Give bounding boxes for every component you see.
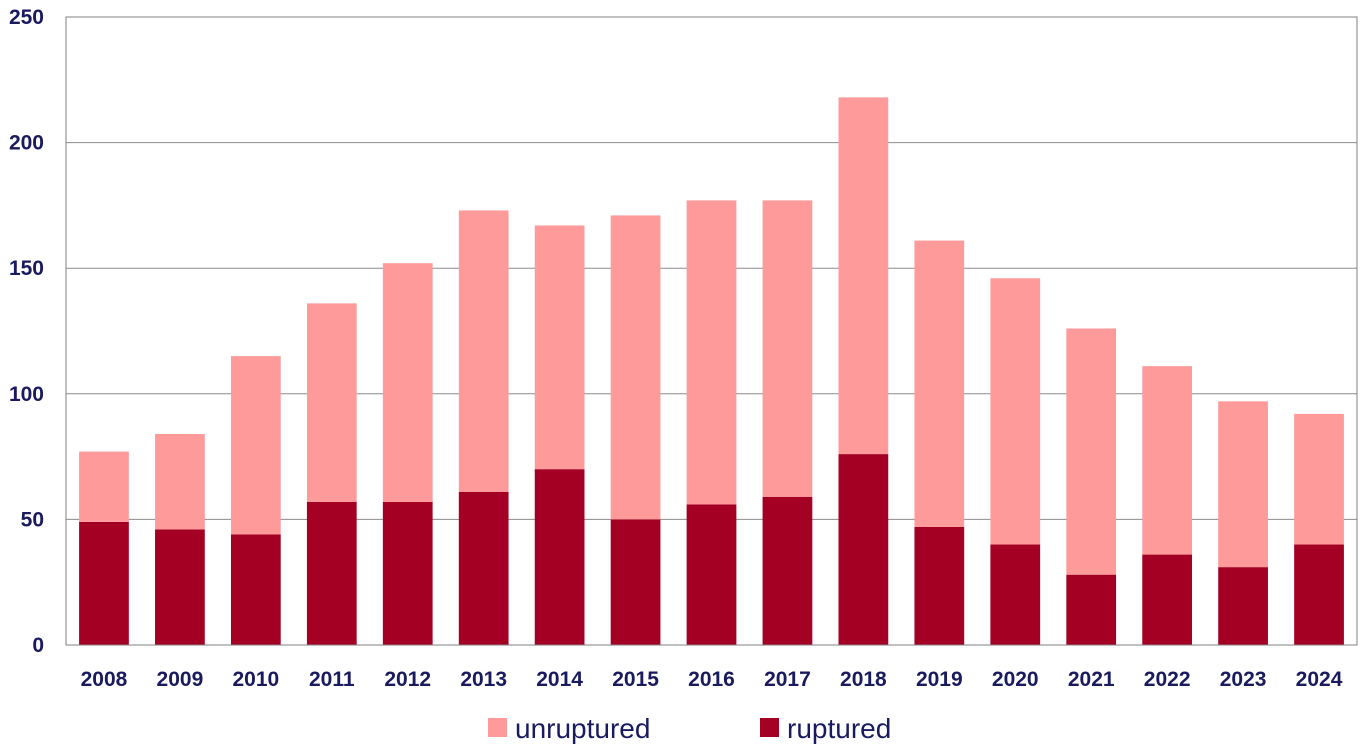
x-tick-label: 2010 — [232, 668, 279, 691]
x-tick-label: 2017 — [764, 668, 811, 691]
y-tick-label: 0 — [32, 634, 44, 657]
bar-ruptured-2024 — [1294, 544, 1344, 645]
bars — [79, 97, 1344, 645]
bar-unruptured-2017 — [762, 200, 813, 497]
bar-ruptured-2016 — [686, 504, 737, 645]
x-tick-label: 2018 — [840, 668, 887, 691]
y-tick-label: 250 — [9, 6, 44, 29]
x-tick-label: 2011 — [309, 668, 355, 691]
bar-ruptured-2022 — [1142, 554, 1193, 645]
bar-ruptured-2020 — [990, 544, 1041, 645]
bar-unruptured-2012 — [382, 263, 433, 502]
bar-unruptured-2015 — [610, 215, 661, 520]
x-tick-label: 2019 — [916, 668, 963, 691]
bar-unruptured-2013 — [458, 210, 509, 492]
bar-ruptured-2018 — [838, 454, 889, 645]
x-axis-tick-labels: 2008 2009 2010 2011 2012 2013 2014 2015 2016 2017… — [81, 668, 1343, 691]
bar-unruptured-2014 — [534, 225, 585, 470]
bar-unruptured-2018 — [838, 97, 889, 455]
bar-unruptured-2010 — [230, 356, 281, 535]
bar-ruptured-2011 — [306, 501, 357, 645]
bar-ruptured-2012 — [382, 501, 433, 645]
x-tick-label: 2016 — [688, 668, 735, 691]
y-tick-label: 50 — [21, 508, 44, 531]
x-tick-label: 2009 — [157, 668, 204, 691]
bar-ruptured-2019 — [914, 526, 965, 645]
y-tick-label: 150 — [9, 257, 44, 280]
axes — [65, 16, 1358, 646]
x-tick-label: 2020 — [992, 668, 1039, 691]
bar-unruptured-2021 — [1066, 328, 1117, 575]
bar-ruptured-2023 — [1218, 567, 1268, 645]
bar-ruptured-2010 — [230, 534, 281, 645]
bar-unruptured-2011 — [306, 303, 357, 502]
bar-ruptured-2008 — [79, 521, 129, 645]
x-tick-label: 2014 — [536, 668, 583, 691]
legend-swatch-ruptured — [760, 718, 779, 737]
bar-unruptured-2016 — [686, 200, 737, 505]
legend-label-ruptured: ruptured — [787, 713, 891, 744]
bar-unruptured-2019 — [914, 240, 965, 527]
x-tick-label: 2013 — [460, 668, 507, 691]
legend-label-unruptured: unruptured — [515, 713, 650, 744]
legend: unruptured ruptured — [488, 713, 891, 744]
bar-unruptured-2008 — [79, 451, 129, 522]
y-tick-label: 200 — [9, 132, 44, 155]
x-tick-label: 2023 — [1220, 668, 1267, 691]
bar-ruptured-2021 — [1066, 574, 1117, 645]
x-tick-label: 2015 — [612, 668, 659, 691]
bar-ruptured-2009 — [155, 529, 205, 645]
x-tick-label: 2024 — [1296, 668, 1343, 691]
bar-unruptured-2024 — [1294, 413, 1344, 545]
bar-unruptured-2022 — [1142, 366, 1193, 555]
bar-unruptured-2020 — [990, 278, 1041, 545]
legend-item-unruptured: unruptured — [488, 713, 650, 744]
x-tick-label: 2022 — [1144, 668, 1191, 691]
bar-ruptured-2017 — [762, 496, 813, 645]
bar-ruptured-2013 — [458, 491, 509, 645]
y-tick-label: 100 — [9, 383, 44, 406]
bar-unruptured-2009 — [155, 433, 205, 530]
plot-area-border — [65, 16, 1358, 646]
x-tick-label: 2021 — [1068, 668, 1115, 691]
legend-swatch-unruptured — [488, 718, 507, 737]
x-tick-label: 2008 — [81, 668, 128, 691]
bar-unruptured-2023 — [1218, 401, 1268, 568]
bar-ruptured-2014 — [534, 469, 585, 645]
y-axis-tick-labels: 0 50 100 150 200 250 — [9, 6, 44, 657]
legend-item-ruptured: ruptured — [760, 713, 891, 744]
x-tick-label: 2012 — [384, 668, 431, 691]
bar-ruptured-2015 — [610, 519, 661, 645]
